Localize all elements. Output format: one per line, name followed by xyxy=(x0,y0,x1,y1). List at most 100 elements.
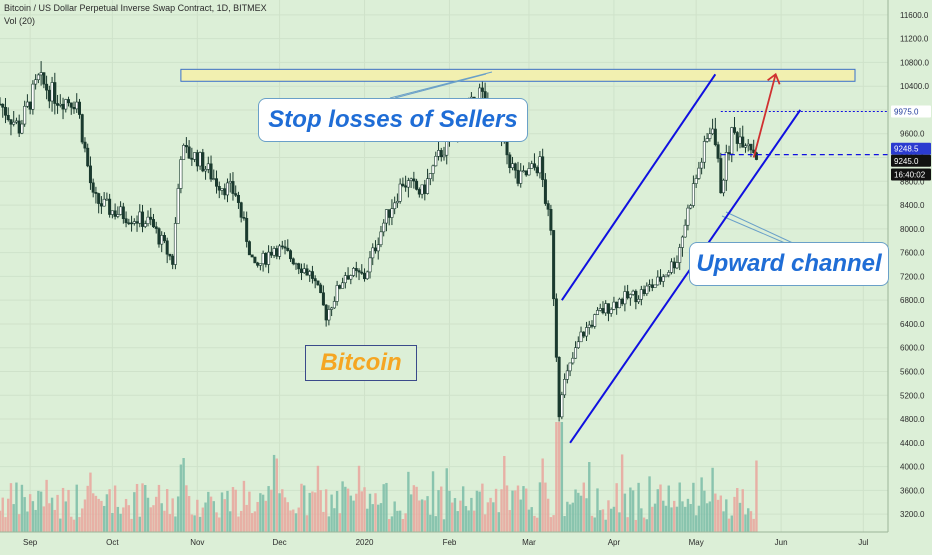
volume-bar xyxy=(752,518,755,532)
candle-body xyxy=(743,145,747,148)
volume-bar xyxy=(725,499,728,532)
volume-bar xyxy=(56,494,59,532)
volume-bar xyxy=(374,493,377,532)
volume-bar xyxy=(651,506,654,532)
volume-bar xyxy=(486,502,490,532)
candle-body xyxy=(280,245,284,248)
volume-bar xyxy=(497,512,501,532)
chart-title: Bitcoin / US Dollar Perpetual Inverse Sw… xyxy=(4,3,267,13)
candle-body xyxy=(730,127,734,155)
volume-bar xyxy=(366,508,369,532)
volume-bar xyxy=(527,509,531,532)
candle-body xyxy=(738,136,742,144)
candle-body xyxy=(61,103,65,110)
candle-body xyxy=(604,303,608,314)
volume-bar xyxy=(415,486,418,532)
candle-body xyxy=(195,152,199,167)
volume-bar xyxy=(434,516,437,532)
volume-bar xyxy=(226,490,229,532)
candle-body xyxy=(215,178,219,187)
volume-indicator-label[interactable]: Vol (20) xyxy=(4,16,36,26)
candle-body xyxy=(626,291,630,299)
candle-body xyxy=(108,198,112,215)
volume-bar xyxy=(127,505,131,532)
volume-bar xyxy=(113,485,117,532)
volume-bar xyxy=(396,510,399,532)
candle-body xyxy=(360,271,364,274)
volume-bar xyxy=(272,454,276,532)
candle-body xyxy=(105,198,109,201)
candle-body xyxy=(708,133,712,139)
volume-bar xyxy=(404,513,407,532)
volume-bar xyxy=(673,500,676,532)
candle-body xyxy=(121,206,125,219)
volume-bar xyxy=(250,513,254,532)
volume-bar xyxy=(39,491,43,532)
x-tick-label: Oct xyxy=(106,538,119,547)
volume-bar xyxy=(61,487,65,532)
level-tag xyxy=(891,105,931,118)
volume-bar xyxy=(708,501,712,532)
candle-body xyxy=(135,221,139,224)
y-tick-label: 5200.0 xyxy=(900,391,925,400)
candle-body xyxy=(308,271,312,276)
candle-body xyxy=(722,179,726,194)
candle-body xyxy=(302,268,306,273)
volume-bar xyxy=(429,514,432,532)
volume-bar xyxy=(442,519,446,532)
candle-body xyxy=(160,235,164,245)
candle-body xyxy=(299,268,303,273)
volume-bar xyxy=(267,486,270,532)
volume-bar xyxy=(341,481,344,532)
volume-bar xyxy=(193,515,196,532)
volume-bar xyxy=(124,498,128,532)
volume-bar xyxy=(648,476,651,532)
volume-bar xyxy=(204,502,207,532)
volume-bar xyxy=(75,484,78,532)
candle-body xyxy=(154,226,158,229)
y-tick-label: 7600.0 xyxy=(900,249,925,258)
volume-bar xyxy=(530,507,533,532)
candle-body xyxy=(124,218,128,224)
candle-body xyxy=(628,294,632,299)
candle-body xyxy=(387,209,391,218)
y-tick-label: 8400.0 xyxy=(900,201,925,210)
volume-bar xyxy=(91,493,95,532)
volume-bar xyxy=(390,516,394,532)
volume-bar xyxy=(741,489,744,532)
candle-body xyxy=(324,304,328,321)
volume-bar xyxy=(146,497,150,532)
callout-connector xyxy=(725,211,796,245)
volume-bar xyxy=(700,477,703,532)
candle-body xyxy=(711,128,715,135)
candle-body xyxy=(278,245,282,257)
volume-bar xyxy=(111,513,114,532)
candle-body xyxy=(384,209,388,224)
candle-body xyxy=(724,152,728,181)
candle-body xyxy=(165,240,169,255)
candle-body xyxy=(642,289,646,295)
y-tick-label: 5600.0 xyxy=(900,368,925,377)
volume-bar xyxy=(294,513,298,532)
volume-bar xyxy=(163,510,166,532)
candle-body xyxy=(228,181,232,184)
candle-body xyxy=(678,247,682,263)
candle-body xyxy=(75,101,79,110)
volume-bar xyxy=(426,496,429,532)
volume-bar xyxy=(352,500,355,532)
y-tick-label: 3600.0 xyxy=(900,486,925,495)
volume-bar xyxy=(330,494,333,532)
candle-body xyxy=(247,241,251,256)
volume-bar xyxy=(568,504,572,532)
volume-bar xyxy=(201,507,205,532)
volume-bar xyxy=(738,502,742,532)
y-tick-label: 8000.0 xyxy=(900,225,925,234)
x-tick-label: 2020 xyxy=(356,538,374,547)
volume-bar xyxy=(275,458,279,532)
candle-body xyxy=(516,169,520,184)
volume-bar xyxy=(719,495,723,532)
candle-body xyxy=(97,193,101,204)
channel-upper-line xyxy=(561,73,717,301)
volume-bar xyxy=(579,495,583,532)
